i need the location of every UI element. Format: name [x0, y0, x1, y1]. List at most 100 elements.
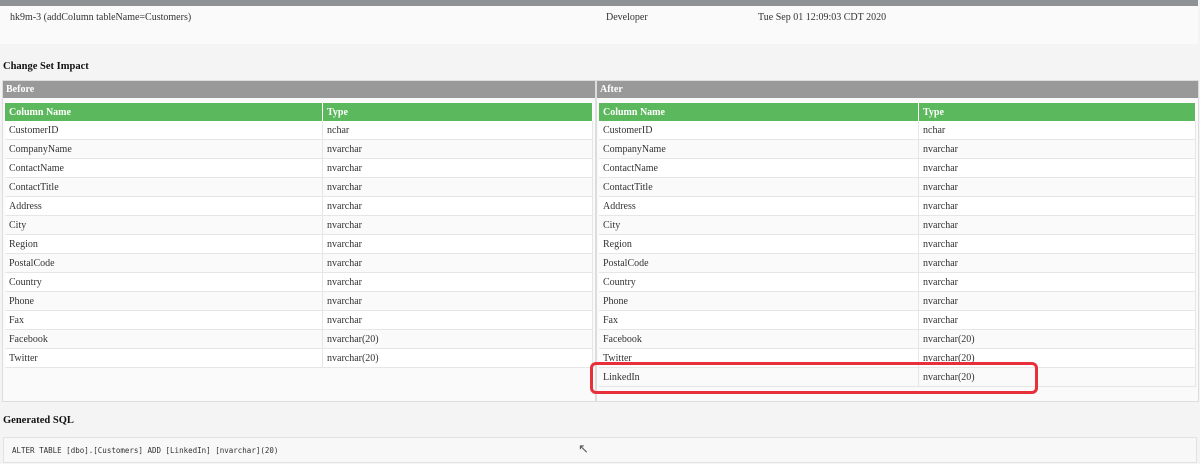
- table-row: ContactTitle nvarchar: [5, 177, 593, 197]
- column-name: ContactName: [599, 158, 919, 178]
- changeset-table-header: [0, 0, 1198, 6]
- column-name: CompanyName: [5, 139, 323, 159]
- column-type: nvarchar: [322, 196, 593, 216]
- table-row: ContactName nvarchar: [5, 158, 593, 178]
- column-name: Country: [599, 272, 919, 292]
- column-type: nvarchar(20): [322, 329, 593, 349]
- column-name: City: [599, 215, 919, 235]
- table-header-row: Column Name Type: [5, 103, 593, 121]
- table-row: CompanyName nvarchar: [5, 139, 593, 159]
- column-type: nvarchar: [322, 158, 593, 178]
- table-row: PostalCode nvarchar: [599, 253, 1196, 273]
- column-header: Column Name: [5, 103, 323, 121]
- table-row: Fax nvarchar: [599, 310, 1196, 330]
- column-type: nvarchar: [322, 139, 593, 159]
- table-row: ContactName nvarchar: [599, 158, 1196, 178]
- column-type: nvarchar: [322, 272, 593, 292]
- column-type: nvarchar: [322, 177, 593, 197]
- changeset-table: hk9m-3 (addColumn tableName=Customers) D…: [0, 0, 1198, 44]
- column-name: CustomerID: [5, 121, 323, 140]
- column-type: nvarchar(20): [918, 329, 1196, 349]
- column-name: PostalCode: [599, 253, 919, 273]
- table-row: ContactTitle nvarchar: [599, 177, 1196, 197]
- column-type: nvarchar: [322, 291, 593, 311]
- table-row: Region nvarchar: [5, 234, 593, 254]
- column-type: nvarchar: [322, 253, 593, 273]
- column-type: nvarchar: [322, 215, 593, 235]
- column-name: Fax: [5, 310, 323, 330]
- column-name: Facebook: [5, 329, 323, 349]
- column-type: nvarchar: [918, 177, 1196, 197]
- table-row: Facebook nvarchar(20): [599, 329, 1196, 349]
- table-row: Country nvarchar: [5, 272, 593, 292]
- column-name: LinkedIn: [599, 367, 919, 387]
- table-row: Fax nvarchar: [5, 310, 593, 330]
- column-header: Type: [322, 103, 593, 121]
- table-row: Country nvarchar: [599, 272, 1196, 292]
- table-row: LinkedIn nvarchar(20): [599, 367, 1196, 387]
- table-row: City nvarchar: [599, 215, 1196, 235]
- column-name: Country: [5, 272, 323, 292]
- table-row: Address nvarchar: [599, 196, 1196, 216]
- column-type: nvarchar: [918, 234, 1196, 254]
- column-type: nvarchar: [918, 291, 1196, 311]
- column-name: Phone: [5, 291, 323, 311]
- table-row: Region nvarchar: [599, 234, 1196, 254]
- table-row: PostalCode nvarchar: [5, 253, 593, 273]
- table-header-row: Column Name Type: [599, 103, 1196, 121]
- column-name: Address: [599, 196, 919, 216]
- after-table: Column Name Type CustomerID nchar CompanyNam…: [599, 103, 1196, 387]
- column-name: ContactTitle: [599, 177, 919, 197]
- before-panel: Before Column Name Type CustomerID nchar Com…: [2, 80, 596, 402]
- impact-title: Change Set Impact: [3, 61, 89, 72]
- column-name: Facebook: [599, 329, 919, 349]
- after-label: After: [597, 81, 1198, 98]
- column-name: Phone: [599, 291, 919, 311]
- column-type: nvarchar: [918, 196, 1196, 216]
- mouse-cursor-icon: ↖: [578, 441, 589, 456]
- column-type: nvarchar: [918, 158, 1196, 178]
- sql-title: Generated SQL: [3, 415, 74, 426]
- column-name: Address: [5, 196, 323, 216]
- column-name: CustomerID: [599, 121, 919, 140]
- table-row: Phone nvarchar: [599, 291, 1196, 311]
- column-type: nvarchar(20): [918, 367, 1196, 387]
- sql-statement: ALTER TABLE [dbo].[Customers] ADD [Linke…: [3, 437, 1197, 463]
- column-name: ContactTitle: [5, 177, 323, 197]
- table-row: CustomerID nchar: [599, 121, 1196, 140]
- table-row: Twitter nvarchar(20): [5, 348, 593, 368]
- table-row: CustomerID nchar: [5, 121, 593, 140]
- column-type: nvarchar: [918, 215, 1196, 235]
- column-type: nvarchar: [322, 310, 593, 330]
- column-name: CompanyName: [599, 139, 919, 159]
- table-row: Address nvarchar: [5, 196, 593, 216]
- changeset-id: hk9m-3 (addColumn tableName=Customers): [10, 12, 192, 23]
- changeset-author: Developer: [606, 12, 648, 23]
- column-name: PostalCode: [5, 253, 323, 273]
- column-header: Column Name: [599, 103, 919, 121]
- column-type: nchar: [322, 121, 593, 140]
- table-row: Facebook nvarchar(20): [5, 329, 593, 349]
- table-row: City nvarchar: [5, 215, 593, 235]
- after-panel: After Column Name Type CustomerID nchar Comp…: [596, 80, 1199, 402]
- before-table: Column Name Type CustomerID nchar CompanyNam…: [5, 103, 593, 368]
- column-name: City: [5, 215, 323, 235]
- new-column-highlight: [590, 362, 1038, 394]
- column-name: Region: [5, 234, 323, 254]
- table-row: Phone nvarchar: [5, 291, 593, 311]
- table-row: CompanyName nvarchar: [599, 139, 1196, 159]
- changeset-date: Tue Sep 01 12:09:03 CDT 2020: [758, 12, 887, 23]
- column-type: nvarchar: [322, 234, 593, 254]
- column-name: Fax: [599, 310, 919, 330]
- before-label: Before: [3, 81, 595, 98]
- column-type: nchar: [918, 121, 1196, 140]
- column-type: nvarchar(20): [322, 348, 593, 368]
- column-type: nvarchar: [918, 253, 1196, 273]
- column-type: nvarchar: [918, 272, 1196, 292]
- column-name: Twitter: [5, 348, 323, 368]
- column-type: nvarchar: [918, 139, 1196, 159]
- column-name: ContactName: [5, 158, 323, 178]
- column-header: Type: [918, 103, 1196, 121]
- column-name: Region: [599, 234, 919, 254]
- column-type: nvarchar: [918, 310, 1196, 330]
